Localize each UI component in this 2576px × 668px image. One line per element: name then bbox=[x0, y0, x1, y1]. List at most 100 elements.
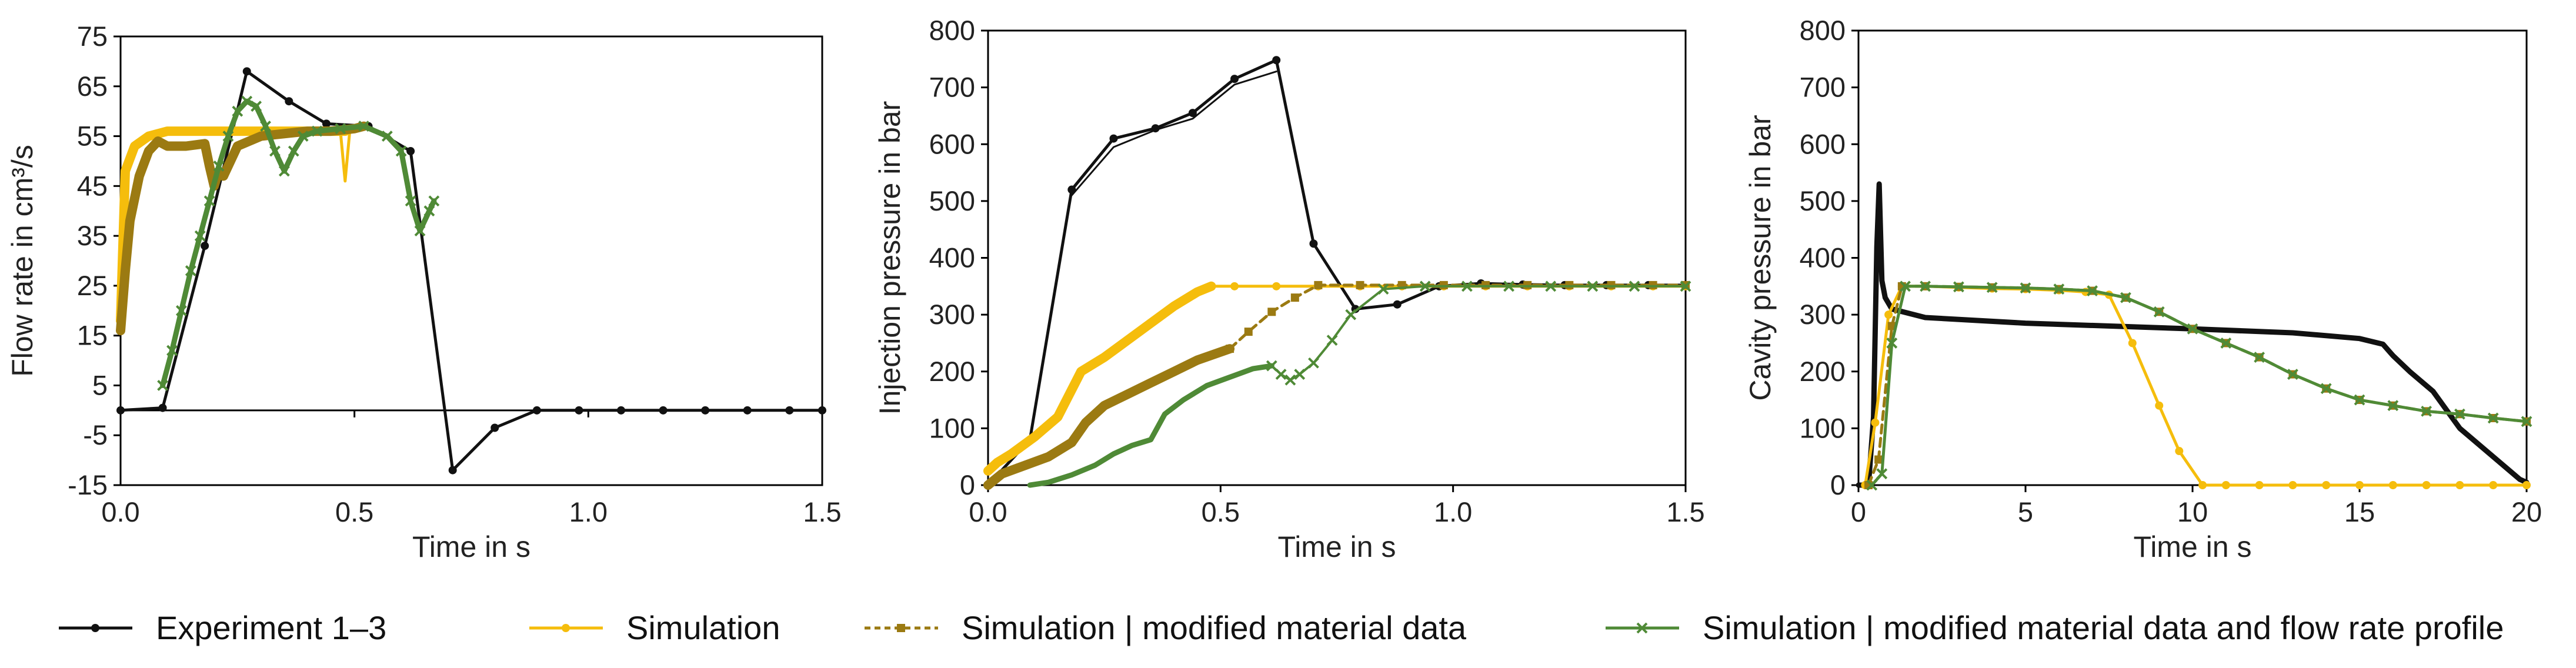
data-point bbox=[1953, 281, 1964, 293]
y-tick-label: -15 bbox=[68, 469, 108, 500]
data-point bbox=[2421, 405, 2432, 417]
series-line bbox=[339, 129, 356, 183]
data-point bbox=[288, 145, 299, 157]
data-point bbox=[1230, 282, 1239, 290]
x-axis-label: Time in s bbox=[2134, 530, 2252, 563]
x-tick-label: 1.0 bbox=[1434, 496, 1472, 527]
data-point bbox=[448, 466, 457, 475]
plot-frame bbox=[1857, 29, 2528, 486]
y-axis-label: Flow rate in cm³/s bbox=[6, 145, 39, 377]
series-sim_modified_flow bbox=[1266, 280, 1691, 386]
series-line bbox=[119, 69, 824, 472]
data-point bbox=[1545, 280, 1557, 292]
y-tick-label: 45 bbox=[77, 170, 108, 201]
data-point bbox=[1356, 280, 1364, 289]
x-tick-label: 1.0 bbox=[569, 496, 608, 527]
data-point bbox=[428, 195, 440, 207]
legend-marker bbox=[897, 624, 905, 632]
data-point bbox=[2355, 481, 2364, 489]
y-axis-label: Injection pressure in bar bbox=[873, 101, 906, 415]
data-point bbox=[2153, 306, 2165, 318]
y-tick-label: 5 bbox=[92, 369, 108, 400]
legend-label: Experiment 1–3 bbox=[156, 609, 386, 646]
data-point bbox=[2155, 401, 2164, 410]
data-point bbox=[2220, 338, 2232, 349]
flow-rate-chart: -15 -5 5 15 25 35 45 55 65 75 0.0 0.5 1.0 1.5 Time in … bbox=[6, 21, 842, 563]
data-point bbox=[241, 95, 253, 107]
data-point bbox=[1503, 280, 1514, 292]
data-point bbox=[1308, 357, 1319, 369]
data-point bbox=[1886, 338, 1898, 349]
y-tick-label: 800 bbox=[1800, 15, 1846, 46]
data-point bbox=[1272, 56, 1281, 65]
data-point bbox=[617, 406, 626, 415]
data-point bbox=[311, 125, 323, 137]
x-tick-label: 0.5 bbox=[335, 496, 373, 527]
data-point bbox=[1920, 280, 1931, 292]
data-point bbox=[158, 403, 167, 412]
data-point bbox=[222, 131, 234, 142]
plot-frame bbox=[119, 35, 823, 486]
data-point bbox=[2521, 416, 2532, 427]
y-tick-label: -5 bbox=[83, 419, 108, 450]
series-line bbox=[1856, 181, 2530, 488]
data-point bbox=[116, 406, 125, 415]
data-point bbox=[213, 161, 225, 172]
data-point bbox=[1393, 300, 1402, 309]
injection-pressure-chart: 0 100 200 300 400 500 600 700 800 0.0 0.5 1.0 1.5 Tim… bbox=[873, 15, 1705, 563]
data-point bbox=[1900, 280, 1911, 292]
data-point bbox=[322, 119, 331, 128]
data-point bbox=[1461, 280, 1473, 292]
data-point bbox=[232, 105, 243, 117]
x-tick-label: 20 bbox=[2511, 496, 2542, 527]
legend-label: Simulation bbox=[626, 609, 780, 646]
y-tick-label: 25 bbox=[77, 270, 108, 301]
data-point bbox=[1266, 360, 1277, 372]
data-point bbox=[1294, 369, 1306, 380]
data-point bbox=[1244, 328, 1253, 336]
data-point bbox=[2187, 323, 2198, 335]
series-sim_modified_flow bbox=[157, 95, 440, 391]
data-point bbox=[1275, 369, 1287, 380]
data-point bbox=[242, 67, 251, 76]
data-point bbox=[1986, 282, 1998, 293]
x-tick-label: 1.5 bbox=[1666, 496, 1704, 527]
x-axis-label: Time in s bbox=[1278, 530, 1396, 563]
data-point bbox=[1876, 468, 1888, 480]
data-point bbox=[2288, 481, 2297, 489]
series-sim_modified bbox=[1864, 282, 2531, 489]
data-point bbox=[701, 406, 710, 415]
data-point bbox=[395, 145, 407, 157]
x-tick-label: 5 bbox=[2018, 496, 2033, 527]
data-point bbox=[2053, 283, 2065, 295]
data-point bbox=[1272, 282, 1281, 290]
y-tick-label: 65 bbox=[77, 71, 108, 102]
series-line bbox=[1270, 285, 1687, 382]
series-sim_modified_flow bbox=[1027, 363, 1274, 488]
series-experiment bbox=[1070, 71, 1277, 196]
legend-marker bbox=[91, 624, 99, 632]
series-line bbox=[983, 281, 1216, 476]
data-point bbox=[2320, 383, 2332, 395]
data-point bbox=[201, 242, 209, 250]
data-point bbox=[2221, 481, 2230, 489]
data-point bbox=[1207, 282, 1216, 290]
data-point bbox=[1284, 374, 1296, 386]
data-point bbox=[1587, 280, 1599, 292]
data-point bbox=[1884, 310, 1893, 319]
data-point bbox=[2388, 481, 2397, 489]
data-point bbox=[2120, 292, 2131, 303]
data-point bbox=[2454, 408, 2465, 420]
data-point bbox=[2020, 282, 2031, 294]
data-point bbox=[203, 195, 215, 207]
data-point bbox=[381, 131, 393, 142]
data-point bbox=[818, 406, 826, 415]
y-tick-label: 300 bbox=[929, 299, 975, 330]
legend-item-sim_modified: Simulation | modified material data bbox=[865, 609, 1467, 646]
y-tick-label: 400 bbox=[1800, 242, 1846, 273]
series-simulation bbox=[983, 281, 1216, 476]
data-point bbox=[785, 406, 794, 415]
data-point bbox=[1109, 134, 1118, 143]
data-point bbox=[278, 165, 290, 177]
